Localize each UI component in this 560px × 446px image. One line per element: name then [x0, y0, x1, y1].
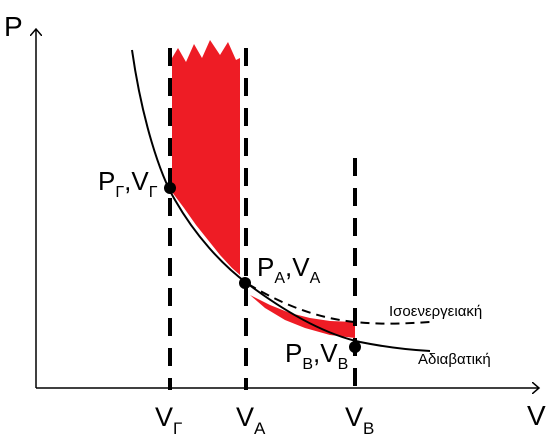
shaded-region-small [250, 295, 355, 338]
x-axis-label: V [527, 400, 546, 431]
point-label-b: PB,VB [285, 338, 348, 373]
point-b [349, 341, 361, 353]
tick-label-v-a: VA [236, 402, 266, 438]
y-axis-label: P [4, 11, 23, 42]
adiabatic-label: Αδιαβατική [418, 351, 491, 368]
point-label-gamma: PΓ,VΓ [98, 166, 158, 201]
point-gamma [164, 182, 176, 194]
isoenergy-label: Ισοενεργειακή [389, 303, 482, 320]
tick-label-v-b: VB [345, 402, 374, 438]
shaded-region-main [172, 40, 240, 275]
point-a [239, 277, 251, 289]
point-label-a: PA,VA [257, 252, 321, 287]
tick-label-v-gamma: VΓ [155, 402, 182, 438]
